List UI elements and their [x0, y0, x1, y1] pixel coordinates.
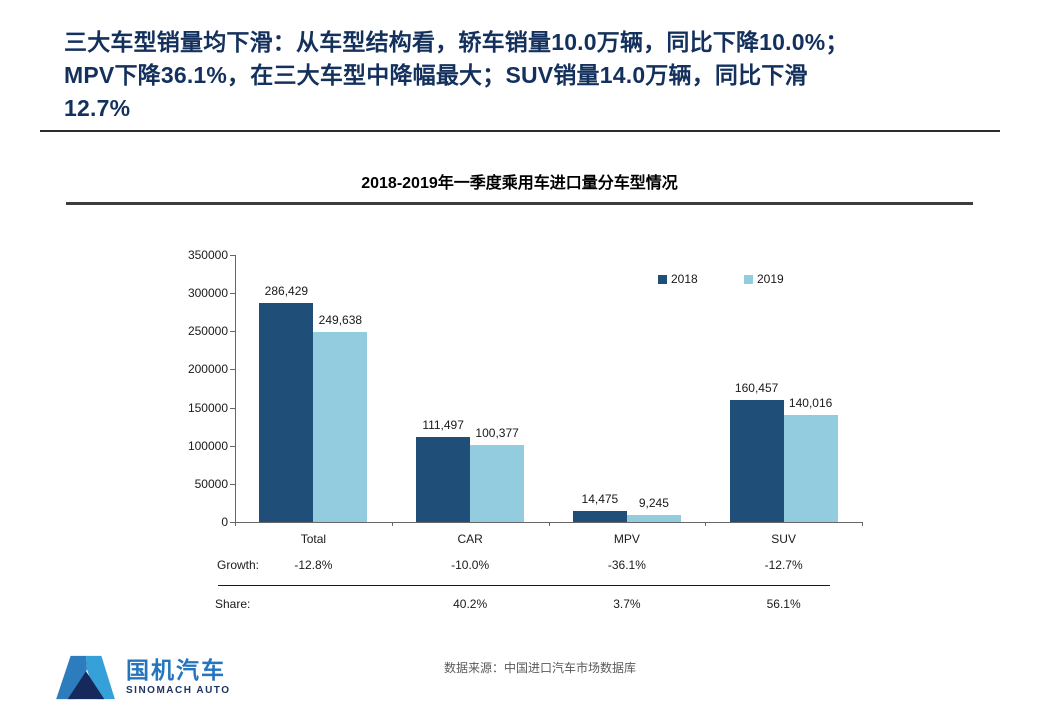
header-divider: [40, 130, 1000, 132]
legend-item-2018: 2018: [658, 271, 698, 287]
page-title-line-1: 三大车型销量均下滑：从车型结构看，轿车销量10.0万辆，同比下降10.0%；: [64, 29, 849, 55]
x-axis-tick: [705, 522, 707, 526]
growth-share-divider: [218, 585, 830, 586]
growth-value-MPV: -36.1%: [607, 558, 646, 572]
growth-value-SUV: -12.7%: [764, 558, 803, 572]
x-axis-category-label: SUV: [771, 532, 796, 546]
y-axis-tick: [230, 369, 235, 371]
legend-swatch-2019-icon: [744, 274, 753, 284]
bar-2019-MPV: [626, 514, 681, 522]
chart-title-underline: [66, 202, 973, 205]
growth-value-CAR: -10.0%: [451, 558, 490, 572]
share-value-SUV: 56.1%: [766, 597, 801, 611]
bar-2019-Total: [313, 331, 368, 522]
bar-2018-CAR: [416, 436, 471, 522]
y-axis-tick: [230, 331, 235, 333]
bar-value-label: 9,245: [638, 495, 669, 510]
x-axis-tick: [391, 522, 393, 526]
logo-name-cn: 国机汽车: [126, 657, 226, 683]
bar-2019-CAR: [470, 445, 525, 522]
y-axis-tick: [230, 445, 235, 447]
share-value-CAR: 40.2%: [453, 597, 488, 611]
legend-label-2019: 2019: [757, 272, 784, 286]
y-axis-tick-label: 0: [221, 515, 228, 529]
y-axis-line: [235, 255, 236, 522]
data-source-note: 数据来源：中国进口汽车市场数据库: [443, 661, 636, 675]
legend-label-2018: 2018: [671, 272, 698, 286]
x-axis-category-label: CAR: [457, 532, 483, 546]
bar-2018-Total: [259, 303, 314, 522]
y-axis-tick: [230, 483, 235, 485]
y-axis-tick-label: 350000: [187, 248, 228, 262]
page-title-line-3: 12.7%: [64, 95, 131, 121]
bar-value-label: 140,016: [788, 396, 833, 411]
y-axis-tick: [230, 293, 235, 295]
bar-2019-SUV: [783, 415, 838, 522]
bar-value-label: 286,429: [264, 284, 309, 299]
y-axis-tick: [230, 407, 235, 409]
page-title-line-2: MPV下降36.1%，在三大车型中降幅最大；SUV销量14.0万辆，同比下滑: [64, 62, 808, 88]
x-axis-tick: [235, 522, 236, 526]
legend-swatch-2018-icon: [658, 274, 667, 284]
sinomach-logo-icon: [56, 655, 115, 700]
growth-row-label: Growth:: [217, 558, 260, 572]
bar-2018-MPV: [572, 510, 627, 522]
bar-value-label: 111,497: [422, 417, 464, 432]
x-axis-tick: [862, 522, 863, 526]
sinomach-logo: 国机汽车 SINOMACH AUTO: [55, 651, 231, 703]
share-value-MPV: 3.7%: [613, 597, 641, 611]
y-axis-tick-label: 100000: [187, 438, 228, 453]
logo-name-en: SINOMACH AUTO: [126, 685, 231, 696]
y-axis-tick: [230, 255, 235, 256]
x-axis-category-label: Total: [300, 532, 327, 546]
chart-title: 2018-2019年一季度乘用车进口量分车型情况: [361, 175, 678, 192]
bar-value-label: 14,475: [581, 491, 619, 506]
bar-value-label: 160,457: [734, 380, 779, 395]
bar-value-label: 100,377: [475, 426, 519, 441]
sinomach-logo-text: 国机汽车 SINOMACH AUTO: [126, 658, 231, 696]
y-axis-tick: [230, 522, 235, 523]
x-axis-tick: [548, 522, 550, 526]
y-axis-tick-label: 300000: [187, 286, 228, 301]
bar-value-label: 249,638: [318, 312, 363, 327]
x-axis-category-label: MPV: [613, 532, 640, 546]
y-axis-tick-label: 150000: [187, 400, 228, 415]
page-title: 三大车型销量均下滑：从车型结构看，轿车销量10.0万辆，同比下降10.0%； M…: [64, 26, 1014, 125]
bar-2018-SUV: [729, 399, 784, 522]
legend-item-2019: 2019: [744, 271, 784, 287]
growth-value-Total: -12.8%: [294, 558, 333, 572]
y-axis-tick-label: 250000: [187, 324, 228, 339]
share-row-label: Share:: [215, 597, 251, 611]
y-axis-tick-label: 200000: [187, 362, 228, 377]
y-axis-tick-label: 50000: [194, 476, 228, 491]
